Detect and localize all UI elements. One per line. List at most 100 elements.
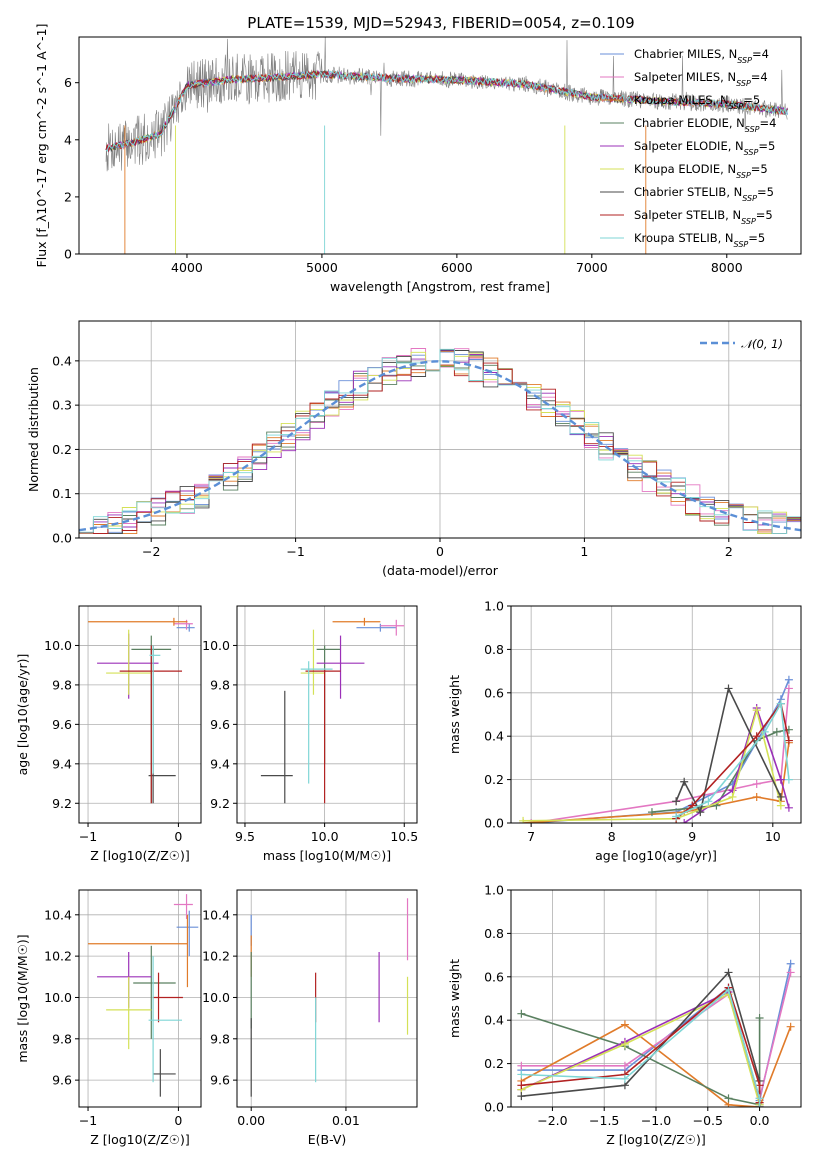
y-axis-label: age [log10(age/yr)] bbox=[15, 654, 30, 776]
mass-weight-marker bbox=[724, 684, 733, 693]
errorbar-point bbox=[176, 623, 195, 632]
mass-weight-marker bbox=[752, 779, 761, 788]
mass-weight-marker bbox=[517, 1009, 526, 1018]
mass-weight-marker bbox=[784, 736, 793, 745]
legend-entry-text: Chabrier ELODIE, N bbox=[634, 116, 745, 130]
y-tick-label: 0.4 bbox=[484, 729, 504, 744]
y-tick-label: 9.8 bbox=[52, 1031, 72, 1046]
y-tick-label: 10.0 bbox=[202, 990, 230, 1005]
x-tick-label: 0 bbox=[174, 1113, 182, 1128]
y-tick-label: 6 bbox=[64, 75, 72, 90]
legend-entry-text: =4 bbox=[752, 47, 769, 61]
mass-weight-marker bbox=[755, 1094, 764, 1103]
y-tick-label: 0.2 bbox=[484, 772, 504, 787]
errorbar-point bbox=[97, 633, 159, 699]
plot-area bbox=[250, 898, 409, 1097]
panel-spectrum: 4000 5000 6000 7000 8000 0 2 4 6 wavelength [Angs… bbox=[34, 24, 802, 294]
legend-entry-text: Kroupa ELODIE, N bbox=[634, 162, 736, 176]
y-tick-label: 9.6 bbox=[52, 1073, 72, 1088]
mass-weight-series bbox=[521, 986, 761, 1103]
errorbar-point bbox=[88, 617, 188, 626]
legend-entry-subscript: SSP bbox=[729, 102, 744, 111]
y-tick-label: 10.0 bbox=[44, 638, 72, 653]
mass-weight-marker bbox=[517, 1081, 526, 1090]
mass-weight-marker bbox=[680, 777, 689, 786]
x-axis-label: mass [log10(M/M☉)] bbox=[263, 848, 391, 863]
mass-weight-marker bbox=[620, 1074, 629, 1083]
mass-weight-marker bbox=[620, 1061, 629, 1070]
errorbar-point bbox=[305, 669, 341, 804]
mass-weight-marker bbox=[784, 684, 793, 693]
mass-weight-marker bbox=[728, 792, 737, 801]
mass-weight-marker bbox=[752, 792, 761, 801]
plot-area bbox=[517, 959, 795, 1107]
axes-frame bbox=[510, 605, 802, 824]
legend-entry-text: =5 bbox=[757, 185, 774, 199]
x-tick-label: 2 bbox=[725, 544, 733, 559]
mass-weight-marker bbox=[776, 699, 785, 708]
mass-weight-marker bbox=[752, 706, 761, 715]
legend-entry-text: Chabrier MILES, N bbox=[634, 47, 737, 61]
x-tick-label: −2 bbox=[142, 544, 160, 559]
y-tick-label: 0.4 bbox=[484, 1013, 504, 1028]
legend-entry-text: =5 bbox=[748, 231, 765, 245]
errorbar-point bbox=[97, 952, 152, 1008]
plot-area bbox=[260, 617, 405, 804]
x-tick-label: 0.00 bbox=[237, 1113, 265, 1128]
histogram-step bbox=[79, 348, 801, 535]
axes-frame bbox=[78, 36, 802, 255]
y-tick-label: 0.4 bbox=[52, 353, 72, 368]
y-tick-label: 0.2 bbox=[484, 1056, 504, 1071]
errorbar-point bbox=[300, 661, 333, 784]
y-tick-label: 9.8 bbox=[52, 677, 72, 692]
mass-weight-marker bbox=[724, 968, 733, 977]
mass-weight-marker bbox=[696, 808, 705, 817]
x-axis-label: E(B-V) bbox=[308, 1132, 347, 1147]
normal-curve bbox=[79, 360, 801, 532]
mass-weight-marker bbox=[784, 775, 793, 784]
panel-age-vs-mass: 9.5 10.0 10.5 9.2 9.4 9.6 9.8 10.0 mass [log10(M… bbox=[202, 605, 418, 863]
legend-entry-subscript: SSP bbox=[734, 240, 749, 249]
y-axis-label: Normed distribution bbox=[26, 367, 41, 492]
mass-weight-marker bbox=[672, 797, 681, 806]
legend-entry-text: Kroupa MILES, N bbox=[634, 93, 729, 107]
errorbar-point bbox=[332, 617, 381, 626]
errorbar-point bbox=[356, 623, 397, 632]
mass-weight-marker bbox=[620, 1020, 629, 1029]
y-tick-label: 0.8 bbox=[484, 642, 504, 657]
y-tick-label: 9.8 bbox=[210, 677, 230, 692]
legend-entry-subscript: SSP bbox=[736, 79, 751, 88]
legend-entry: Salpeter ELODIE, NSSP=5 bbox=[634, 139, 775, 157]
y-tick-label: 0 bbox=[64, 247, 72, 262]
legend-entry: Salpeter STELIB, NSSP=5 bbox=[634, 208, 773, 226]
legend-entry-subscript: SSP bbox=[737, 56, 752, 65]
legend-entry: 𝒩(0, 1) bbox=[741, 337, 783, 351]
legend-entry-text: Salpeter MILES, N bbox=[634, 70, 736, 84]
y-tick-label: 0.6 bbox=[484, 969, 504, 984]
legend-entry: Kroupa STELIB, NSSP=5 bbox=[634, 231, 765, 249]
legend-entry-text: Kroupa STELIB, N bbox=[634, 231, 734, 245]
y-tick-label: 10.2 bbox=[44, 949, 72, 964]
legend-entry: Kroupa MILES, NSSP=5 bbox=[634, 93, 760, 111]
x-tick-label: −0.5 bbox=[693, 1113, 723, 1128]
x-tick-label: −1.0 bbox=[641, 1113, 671, 1128]
x-tick-label: 5000 bbox=[306, 260, 338, 275]
y-tick-label: 0.0 bbox=[52, 531, 72, 546]
y-tick-label: 9.6 bbox=[52, 717, 72, 732]
axes-frame bbox=[236, 605, 418, 824]
axes-frame bbox=[236, 889, 418, 1108]
x-tick-label: 4000 bbox=[171, 260, 203, 275]
errorbar-point bbox=[153, 1049, 176, 1097]
x-tick-label: −1 bbox=[79, 829, 97, 844]
legend-entry-text: =4 bbox=[760, 116, 777, 130]
panel-mass-weight-vs-age: 7 8 9 10 0.0 0.2 0.4 0.6 0.8 1.0 age [log10(age/yr… bbox=[447, 599, 802, 863]
mass-weight-marker bbox=[784, 675, 793, 684]
mass-weight-marker bbox=[724, 1094, 733, 1103]
panel-age-vs-Z: −1 0 9.2 9.4 9.6 9.8 10.0 Z [log10(Z/Z☉)] age [l… bbox=[15, 605, 202, 863]
axes-frame bbox=[78, 605, 202, 824]
x-tick-label: 9.5 bbox=[235, 829, 255, 844]
y-tick-label: 2 bbox=[64, 189, 72, 204]
errorbar-point bbox=[380, 619, 405, 636]
plot-area bbox=[105, 37, 788, 254]
legend-entry-text: =5 bbox=[751, 162, 768, 176]
